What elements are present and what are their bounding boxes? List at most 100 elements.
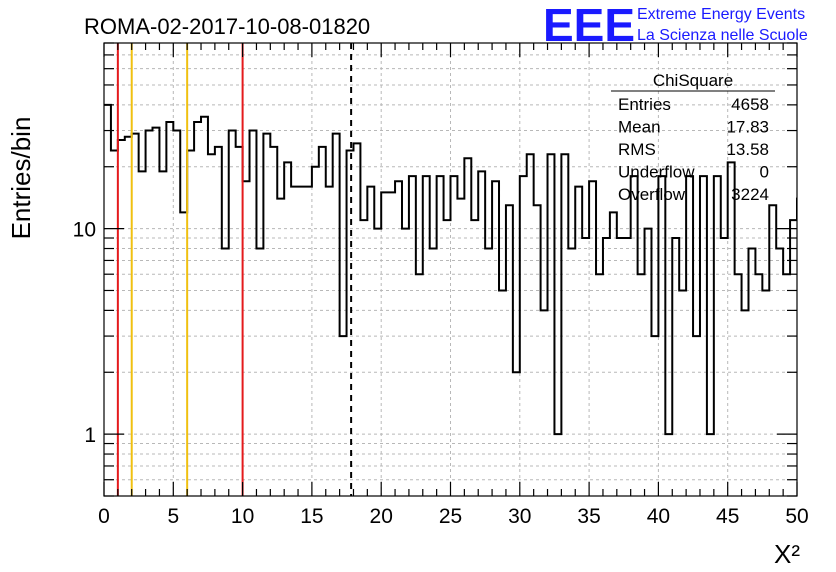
histogram-bin — [187, 150, 194, 496]
y-tick-label: 1 — [84, 424, 96, 447]
stats-value: 3224 — [731, 185, 769, 204]
histogram-bin — [201, 117, 208, 496]
histogram-bin — [284, 162, 291, 496]
histogram-bin — [811, 249, 818, 496]
histogram-bin — [132, 134, 139, 496]
axis-ticks: 0 5 10 15 20 25 30 35 40 45 50 1 10 — [73, 42, 809, 528]
histogram-bin — [617, 238, 624, 496]
stats-label: Mean — [618, 118, 661, 137]
histogram-bin — [374, 229, 381, 496]
reference-lines — [116, 43, 353, 496]
histogram-bin — [693, 336, 700, 496]
stats-value: 13.58 — [726, 140, 769, 159]
histogram-bin — [180, 212, 187, 496]
histogram-bin — [139, 171, 146, 496]
x-tick-label: 40 — [647, 505, 670, 528]
histogram-marks — [104, 103, 836, 496]
histogram-bin — [347, 150, 354, 496]
x-tick-label: 50 — [785, 505, 808, 528]
histogram-bin — [721, 238, 728, 496]
histogram-bin — [416, 274, 423, 496]
histogram-bin — [735, 274, 742, 496]
x-tick-label: 0 — [98, 505, 110, 528]
histogram-bin — [645, 229, 652, 496]
eee-logo: EEE Extreme Energy Events La Scienza nel… — [543, 0, 808, 51]
histogram-bin — [797, 199, 804, 496]
histogram-bin — [471, 220, 478, 496]
histogram-bin — [783, 274, 790, 496]
histogram-bin — [153, 128, 160, 496]
histogram-bin — [610, 212, 617, 496]
x-axis-label: X² — [774, 539, 800, 569]
histogram-bin — [166, 122, 173, 496]
x-tick-label: 35 — [577, 505, 600, 528]
histogram-bin — [596, 274, 603, 496]
histogram-bin — [360, 220, 367, 496]
stats-label: RMS — [618, 140, 656, 159]
y-tick-label: 10 — [73, 219, 96, 242]
x-tick-label: 45 — [716, 505, 739, 528]
histogram-bin — [478, 171, 485, 496]
histogram-bin — [832, 229, 836, 496]
histogram-bin — [548, 154, 555, 496]
x-tick-label: 15 — [300, 505, 323, 528]
y-axis-label: Entries/bin — [6, 117, 36, 240]
histogram-bin — [326, 187, 333, 496]
histogram-bin — [340, 336, 347, 496]
logo-line-2: La Scienza nelle Scuole — [637, 27, 808, 44]
histogram-bin — [277, 199, 284, 496]
histogram-bin — [561, 154, 568, 496]
histogram-bin — [125, 137, 132, 496]
x-tick-label: 5 — [167, 505, 179, 528]
histogram-bin — [305, 187, 312, 496]
histogram-bin — [762, 290, 769, 496]
histogram-bin — [679, 290, 686, 496]
histogram-bin — [367, 187, 374, 496]
stats-label: Entries — [618, 95, 671, 114]
histogram-bin — [229, 131, 236, 496]
stats-label: Overflow — [618, 185, 686, 204]
histogram-bin — [651, 336, 658, 496]
stats-label: Underflow — [618, 163, 695, 182]
histogram-bin — [333, 134, 340, 496]
histogram-bin — [464, 158, 471, 496]
stats-box: ChiSquare Entries 4658 Mean 17.83 RMS 13.58 Un… — [611, 71, 775, 204]
histogram-bin — [250, 131, 257, 496]
histogram-bin — [263, 134, 270, 496]
histogram-bin — [638, 274, 645, 496]
histogram-bin — [402, 229, 409, 496]
histogram-bin — [444, 220, 451, 496]
histogram-bin — [173, 131, 180, 496]
histogram-bin — [825, 162, 832, 496]
histogram-bin — [527, 154, 534, 496]
stats-value: 0 — [760, 163, 769, 182]
histogram-bin — [457, 199, 464, 496]
histogram-bin — [118, 140, 125, 496]
histogram-bin — [582, 238, 589, 496]
histogram-bin — [291, 187, 298, 496]
histogram-bin — [541, 310, 548, 496]
histogram-bin — [742, 310, 749, 496]
histogram-bin — [146, 131, 153, 496]
histogram-bin — [755, 274, 762, 496]
histogram-bin — [728, 162, 735, 496]
histogram-bin — [575, 187, 582, 496]
histogram-bin — [159, 171, 166, 496]
histogram-bin — [298, 187, 305, 496]
histogram-bin — [603, 238, 610, 496]
histogram-bin — [499, 290, 506, 496]
stats-value: 17.83 — [726, 118, 769, 137]
chart-title: ROMA-02-2017-10-08-01820 — [84, 14, 370, 39]
stats-value: 4658 — [731, 95, 769, 114]
histogram-bin — [312, 167, 319, 496]
histogram-outline — [104, 103, 797, 436]
logo-line-1: Extreme Energy Events — [637, 6, 805, 23]
x-tick-label: 25 — [439, 505, 462, 528]
histogram-bin — [624, 238, 631, 496]
histogram-bin — [672, 238, 679, 496]
histogram-bin — [804, 205, 811, 496]
histogram-bin — [194, 122, 201, 496]
stats-rows: Entries 4658 Mean 17.83 RMS 13.58 Underflow 0 Ov… — [618, 95, 769, 204]
x-tick-label: 10 — [231, 505, 254, 528]
